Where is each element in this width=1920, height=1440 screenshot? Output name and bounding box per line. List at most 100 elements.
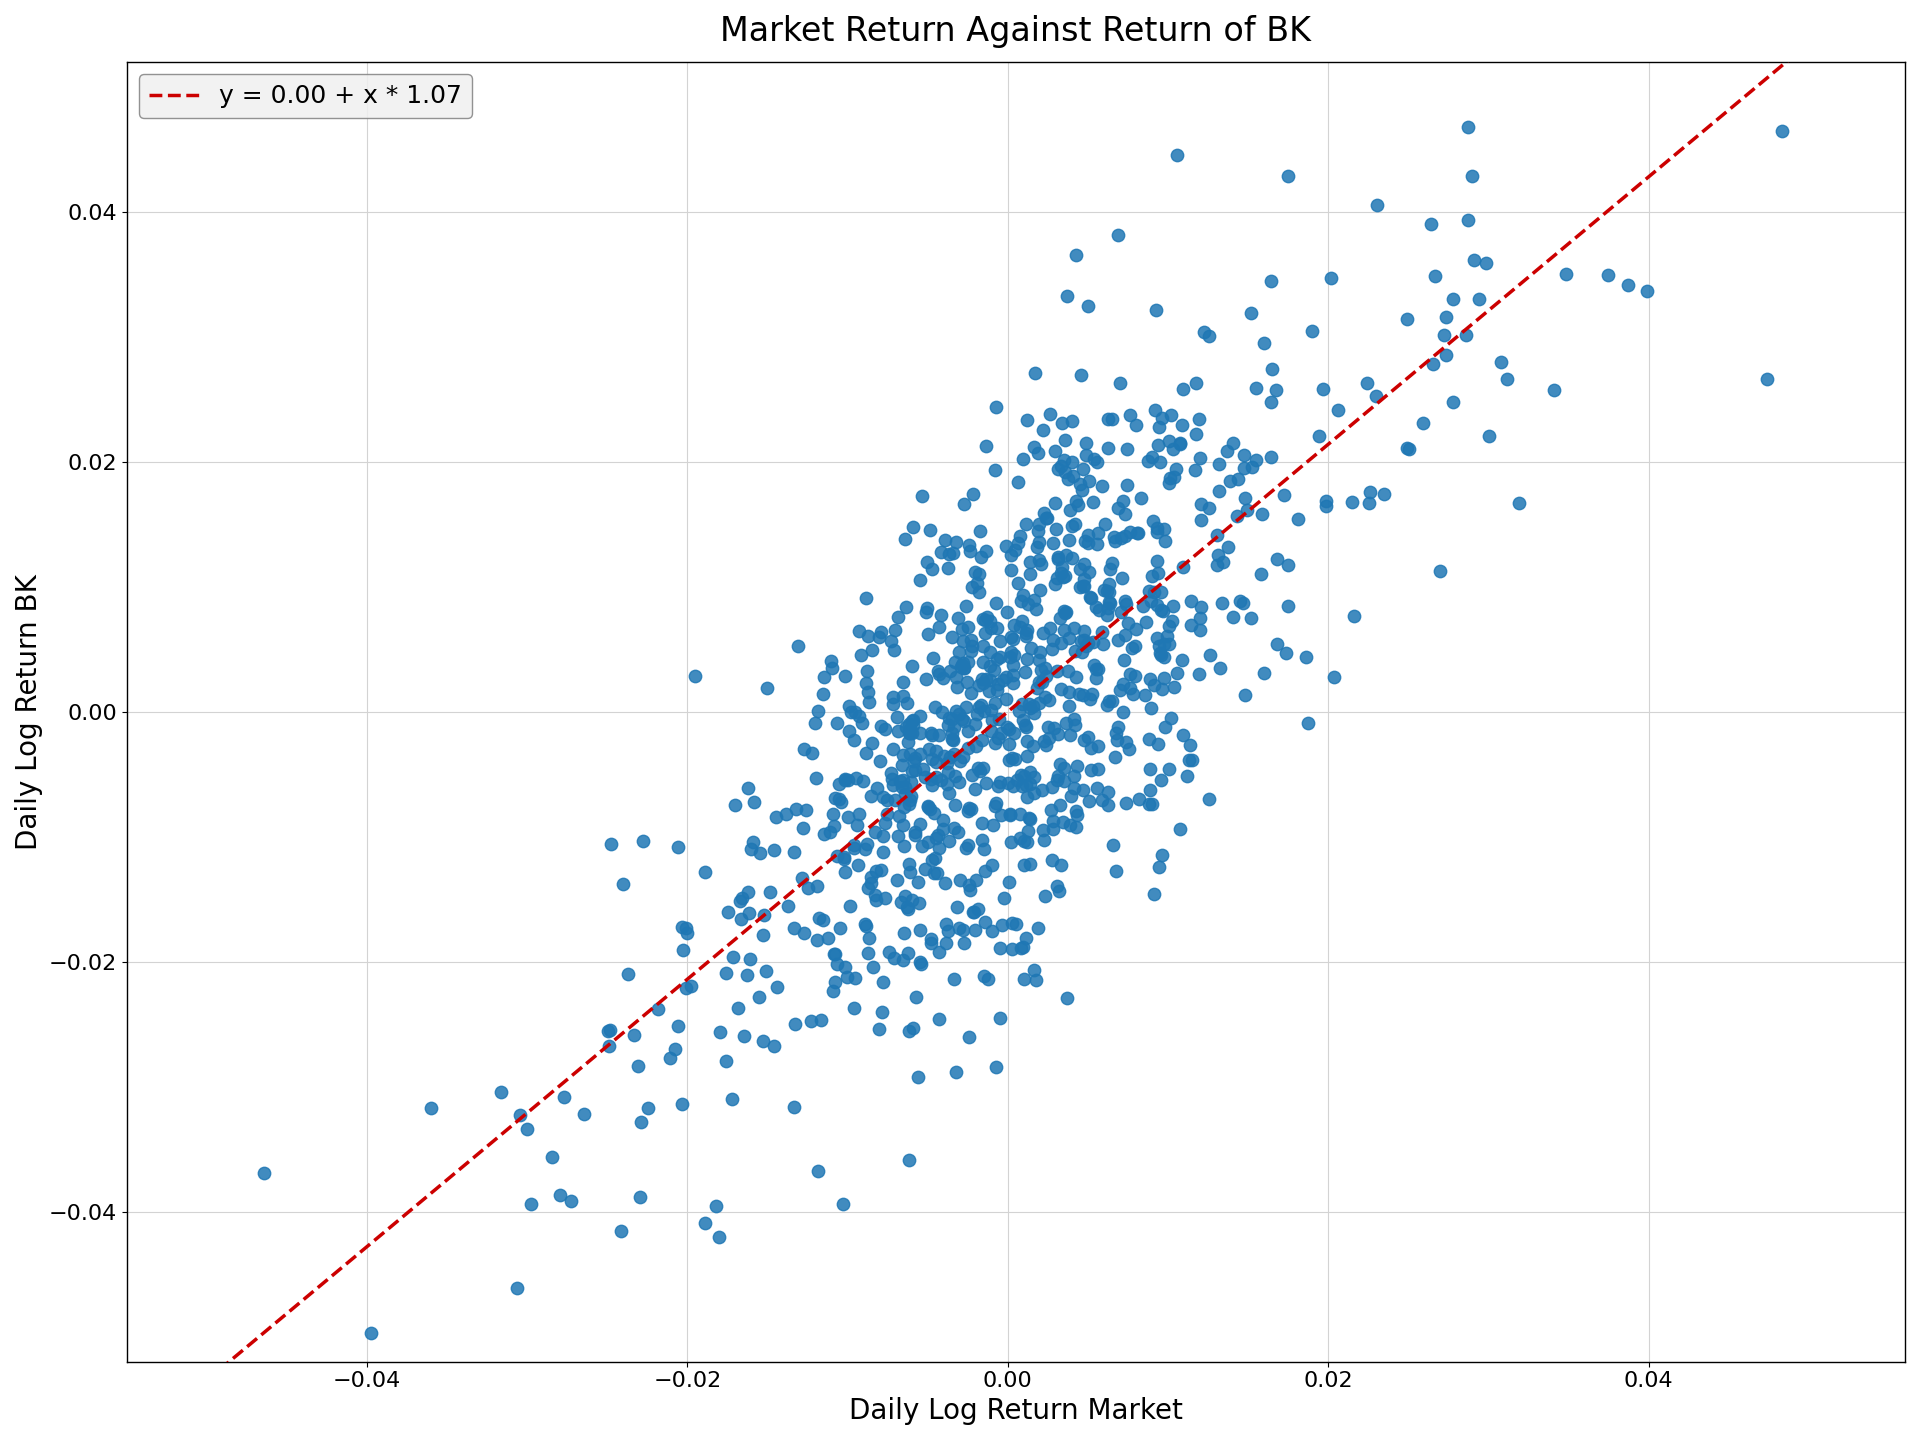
Point (960, 560, 991, 583)
Point (1000, 913, 1031, 936)
Point (808, 665, 839, 688)
Point (1188, 320, 1219, 343)
Point (920, 696, 950, 719)
Point (820, 943, 851, 966)
Point (947, 618, 977, 641)
Point (1139, 580, 1169, 603)
Point (1225, 589, 1256, 612)
Point (1089, 513, 1119, 536)
Point (924, 1008, 954, 1031)
Point (1014, 773, 1044, 796)
Point (947, 629, 977, 652)
Point (939, 793, 970, 816)
Point (887, 776, 918, 799)
Point (1100, 860, 1131, 883)
Point (1035, 403, 1066, 426)
Point (1223, 467, 1254, 490)
Point (1202, 554, 1233, 577)
Point (900, 757, 931, 780)
Point (1119, 664, 1150, 687)
Point (872, 802, 902, 825)
Point (1031, 507, 1062, 530)
Point (983, 775, 1014, 798)
Point (1056, 498, 1087, 521)
Point (1056, 514, 1087, 537)
Point (1081, 667, 1112, 690)
Point (1613, 274, 1644, 297)
Point (1023, 530, 1054, 553)
Point (1114, 737, 1144, 760)
Point (829, 847, 860, 870)
Point (1104, 372, 1135, 395)
Point (1048, 600, 1079, 624)
Point (1081, 451, 1112, 474)
Point (1037, 628, 1068, 651)
Point (872, 788, 902, 811)
Point (655, 1047, 685, 1070)
Point (1144, 644, 1175, 667)
Point (1068, 641, 1098, 664)
Point (964, 756, 995, 779)
Point (851, 586, 881, 609)
Point (1029, 685, 1060, 708)
Point (1089, 579, 1119, 602)
Point (749, 903, 780, 926)
Point (1144, 416, 1175, 439)
Point (787, 867, 818, 890)
Point (1221, 504, 1252, 527)
Point (985, 1007, 1016, 1030)
Point (860, 821, 891, 844)
Point (1071, 444, 1102, 467)
Point (1091, 579, 1121, 602)
Point (735, 837, 766, 860)
Point (662, 1015, 693, 1038)
Point (1185, 662, 1215, 685)
Point (1311, 490, 1342, 513)
Point (996, 628, 1027, 651)
Point (1043, 768, 1073, 791)
Point (931, 913, 962, 936)
Point (841, 766, 872, 789)
Point (981, 395, 1012, 418)
Point (897, 721, 927, 744)
Point (1594, 264, 1624, 287)
Point (958, 900, 989, 923)
Point (1142, 550, 1173, 573)
Point (1043, 458, 1073, 481)
Point (1108, 672, 1139, 696)
Point (1112, 438, 1142, 461)
Point (958, 482, 989, 505)
Point (952, 737, 983, 760)
Point (943, 703, 973, 726)
Point (1475, 425, 1505, 448)
Point (1148, 667, 1179, 690)
Point (1037, 638, 1068, 661)
Point (856, 732, 887, 755)
Point (948, 708, 979, 732)
Point (1296, 320, 1327, 343)
Point (966, 520, 996, 543)
Point (922, 824, 952, 847)
Point (887, 768, 918, 791)
Point (948, 492, 979, 516)
Point (1012, 927, 1043, 950)
Point (1142, 593, 1173, 616)
Point (1108, 701, 1139, 724)
Point (829, 769, 860, 792)
Point (1050, 461, 1081, 484)
Point (1006, 611, 1037, 634)
Point (1033, 688, 1064, 711)
Point (1031, 664, 1062, 687)
Point (1027, 419, 1058, 442)
Point (975, 641, 1006, 664)
Point (1102, 223, 1133, 246)
Point (680, 664, 710, 687)
Point (897, 710, 927, 733)
Point (1181, 422, 1212, 445)
Point (956, 635, 987, 658)
Point (1048, 756, 1079, 779)
Point (897, 888, 927, 912)
Point (839, 837, 870, 860)
Point (1037, 848, 1068, 871)
Point (1137, 564, 1167, 588)
